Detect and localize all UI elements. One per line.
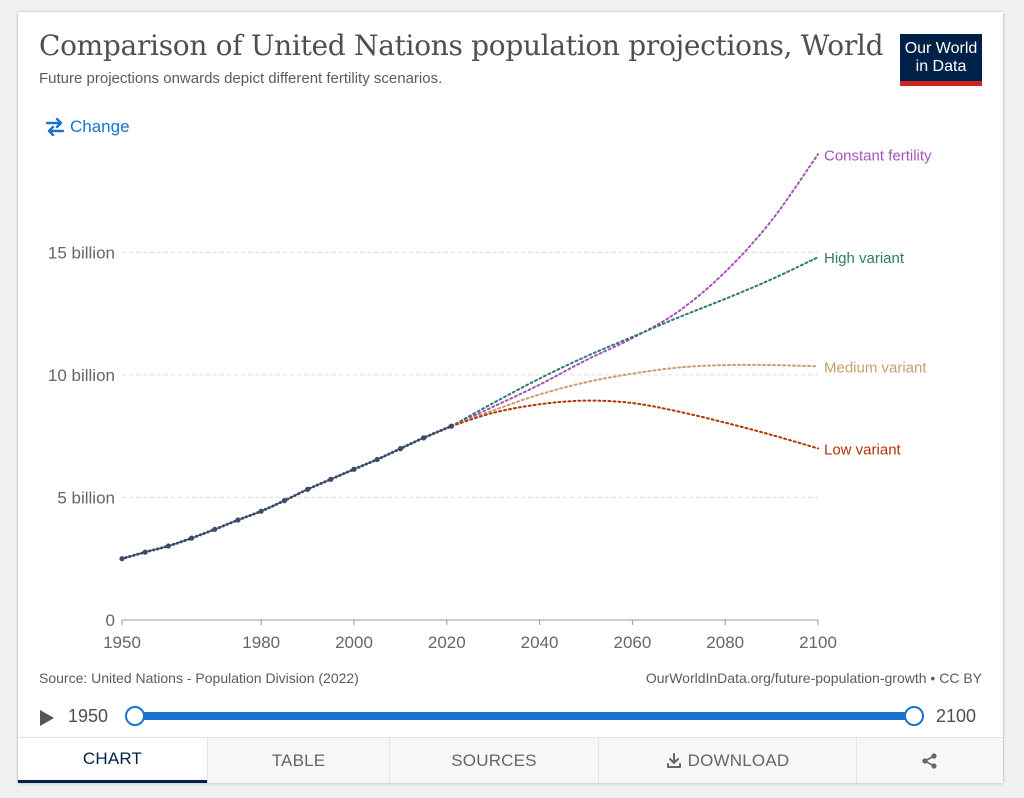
- data-point: [189, 535, 195, 541]
- series-label-constant-fertility: Constant fertility: [824, 147, 932, 164]
- series-label-layer: Constant fertility High variant Medium var…: [824, 147, 932, 458]
- change-entity-button[interactable]: Change: [45, 117, 130, 137]
- axis-layer: 0 5 billion 10 billion 15 billion 1950 1980 20…: [48, 243, 837, 652]
- series-line-high-variant: [450, 256, 819, 428]
- data-point: [305, 486, 311, 492]
- tab-share[interactable]: [856, 738, 1003, 783]
- tab-sources-label: SOURCES: [451, 750, 537, 770]
- series-line-historical: [120, 424, 453, 561]
- owid-logo[interactable]: Our World in Data: [900, 34, 982, 86]
- data-point: [421, 435, 427, 441]
- timeline-start-label: 1950: [68, 706, 109, 726]
- tab-chart[interactable]: CHART: [18, 738, 207, 783]
- data-point: [374, 456, 380, 463]
- data-point: [212, 526, 218, 532]
- x-tick-label: 1950: [103, 633, 141, 652]
- chart-card: Comparison of United Nations population …: [18, 12, 1003, 783]
- data-point: [258, 508, 264, 514]
- tab-bar: CHART TABLE SOURCES DOWNLOAD: [18, 737, 1003, 783]
- line-chart: 0 5 billion 10 billion 15 billion 1950 1980 20…: [48, 147, 932, 652]
- series-line-medium-variant: [450, 363, 819, 428]
- x-tick-label: 2020: [428, 633, 466, 652]
- data-point: [328, 476, 334, 482]
- timeline-start-handle[interactable]: [125, 706, 145, 726]
- chart-url[interactable]: OurWorldInData.org/future-population-gro…: [645, 670, 982, 686]
- series-label-medium-variant: Medium variant: [824, 359, 927, 376]
- data-point: [142, 549, 148, 555]
- play-icon[interactable]: [40, 710, 54, 726]
- logo-line-1: Our World: [904, 39, 978, 57]
- data-point: [397, 446, 403, 452]
- chart-title: Comparison of United Nations population …: [39, 29, 884, 62]
- tab-chart-label: CHART: [82, 749, 143, 768]
- source-note: Source: United Nations - Population Divi…: [39, 670, 359, 686]
- tab-sources[interactable]: SOURCES: [389, 738, 598, 783]
- download-icon: [666, 752, 681, 768]
- share-icon: [922, 752, 937, 769]
- timeline: 1950 2100: [18, 702, 1003, 732]
- chart-subtitle: Future projections onwards depict differ…: [39, 70, 443, 87]
- timeline-end-label: 2100: [936, 706, 977, 726]
- timeline-end-handle[interactable]: [904, 706, 924, 726]
- x-tick-label: 2060: [613, 633, 651, 652]
- data-point: [281, 498, 287, 504]
- x-tick-label: 2080: [706, 633, 744, 652]
- data-point: [351, 466, 357, 472]
- x-tick-label: 2000: [335, 633, 373, 652]
- change-label: Change: [70, 117, 130, 136]
- series-layer: [119, 153, 819, 562]
- y-tick-label: 15 billion: [48, 243, 115, 262]
- y-tick-label: 0: [106, 611, 115, 630]
- series-line-constant-fertility: [450, 153, 819, 428]
- timeline-track[interactable]: [133, 712, 915, 720]
- data-point: [448, 423, 455, 429]
- grid-layer: [122, 251, 818, 498]
- x-tick-label: 1980: [242, 633, 280, 652]
- tab-table[interactable]: TABLE: [207, 738, 389, 783]
- series-line-low-variant: [450, 399, 819, 450]
- series-label-high-variant: High variant: [824, 250, 905, 267]
- data-point: [235, 517, 241, 523]
- series-label-low-variant: Low variant: [824, 441, 902, 458]
- y-tick-label: 5 billion: [57, 488, 115, 507]
- x-tick-label: 2100: [799, 633, 837, 652]
- y-tick-label: 10 billion: [48, 366, 115, 385]
- x-tick-label: 2040: [521, 633, 559, 652]
- swap-arrows-icon: [45, 118, 65, 136]
- tab-table-label: TABLE: [271, 750, 326, 770]
- tab-download[interactable]: DOWNLOAD: [598, 738, 856, 783]
- logo-line-2: in Data: [915, 57, 967, 75]
- data-point: [165, 543, 171, 549]
- tab-download-label: DOWNLOAD: [687, 750, 790, 770]
- data-point: [119, 556, 125, 562]
- series-line-historical-core: [121, 425, 452, 560]
